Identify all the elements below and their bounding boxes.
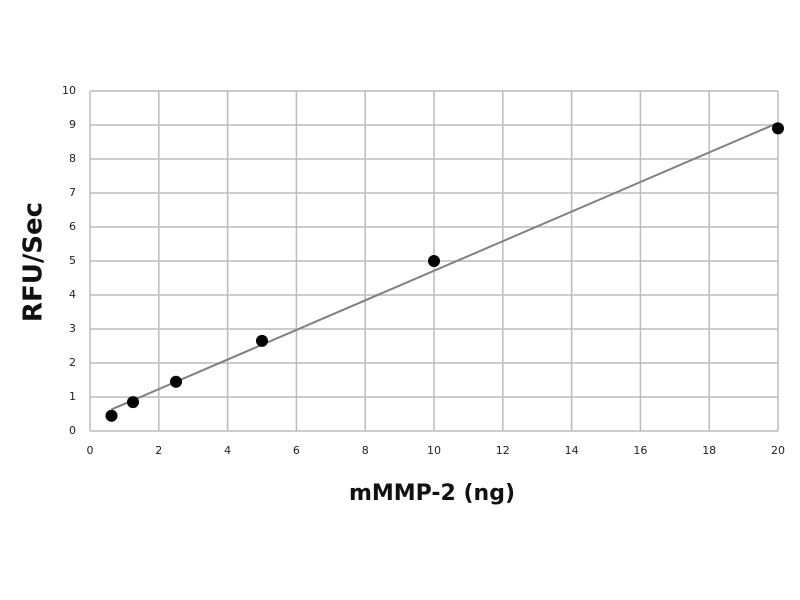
y-tick-label: 7 [69,186,76,199]
y-tick-label: 3 [69,322,76,335]
trendline [111,121,779,411]
x-tick-label: 14 [565,444,579,457]
data-point [772,122,784,135]
x-tick-label: 2 [155,444,162,457]
x-tick-label: 8 [362,444,369,457]
y-tick-label: 10 [62,84,76,97]
y-axis-title: RFU/Sec [19,202,49,322]
x-tick-label: 18 [702,444,716,457]
y-tick-label: 9 [69,118,76,131]
y-tick-label: 4 [69,288,76,301]
x-tick-label: 20 [771,444,785,457]
x-tick-label: 10 [427,444,441,457]
data-point [127,396,139,409]
y-tick-label: 6 [69,220,76,233]
y-tick-label: 2 [69,356,76,369]
data-point [256,334,268,347]
x-axis-title: mMMP-2 (ng) [349,481,515,506]
y-tick-label: 0 [69,424,76,437]
y-tick-label: 5 [69,254,76,267]
x-tick-label: 16 [633,444,647,457]
y-tick-label: 1 [69,390,76,403]
x-tick-label: 0 [87,444,94,457]
data-point [170,375,182,388]
x-tick-label: 12 [496,444,510,457]
x-tick-label: 6 [293,444,300,457]
data-point [428,255,440,267]
x-tick-label: 4 [224,444,231,457]
data-point [105,409,118,422]
y-tick-label: 8 [69,152,76,165]
